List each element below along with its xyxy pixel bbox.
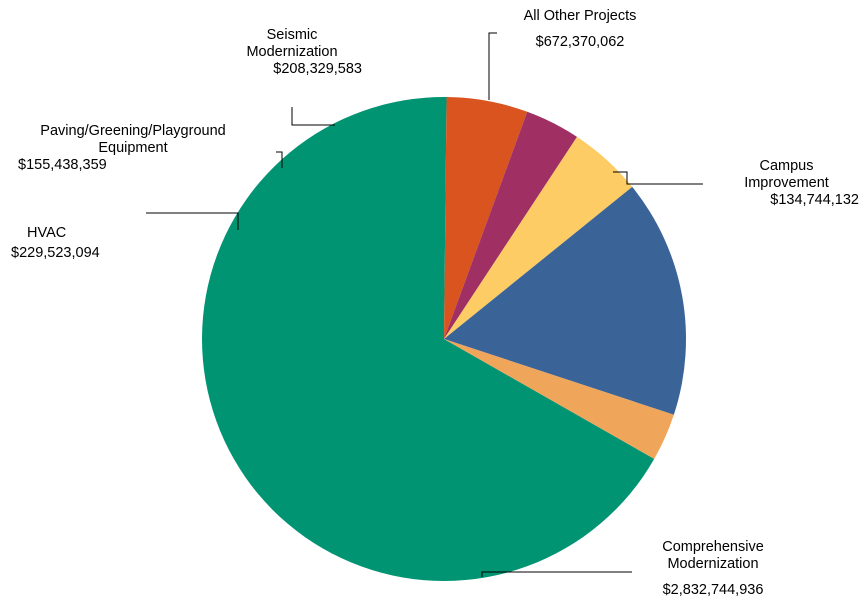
pie-slice-5 <box>444 339 674 459</box>
slice-value: $229,523,094 <box>11 245 100 261</box>
slice-name-line-1: All Other Projects <box>523 8 637 24</box>
pie-slice-2 <box>444 111 578 340</box>
pie-slice-4 <box>444 186 687 415</box>
slice-label-comprehensive: Comprehensive Modernization $2,832,744,9… <box>638 539 788 599</box>
leader-line-comprehensive <box>481 571 632 577</box>
slice-name-line-1: HVAC <box>27 225 67 241</box>
slice-value: $672,370,062 <box>535 34 625 50</box>
slice-name-line-1: Campus <box>759 158 814 174</box>
slice-label-hvac: HVAC $229,523,094 <box>11 225 151 262</box>
slice-name-line-2: Modernization <box>246 44 338 60</box>
slice-name-line-2: Equipment <box>98 140 168 156</box>
slice-label-seismic: Seismic Modernization $208,329,583 <box>222 27 362 78</box>
leader-line-seismic <box>291 107 335 126</box>
leader-lines <box>146 32 703 577</box>
slice-name-line-1: Comprehensive <box>662 539 764 555</box>
slice-name-line-2: Modernization <box>667 556 759 572</box>
leader-line-campus <box>613 171 703 185</box>
pie-slice-3 <box>444 136 633 339</box>
leader-line-paving <box>276 151 283 168</box>
slice-value: $155,438,359 <box>18 157 107 173</box>
slice-value: $2,832,744,936 <box>662 582 764 598</box>
slice-value: $208,329,583 <box>273 61 362 77</box>
slice-label-campus: Campus Improvement $134,744,132 <box>714 158 859 209</box>
pie-slices <box>202 96 687 581</box>
leader-line-allother <box>488 32 497 100</box>
pie-slice-1 <box>444 97 528 339</box>
slice-name-line-1: Paving/Greening/Playground <box>40 123 226 139</box>
slice-value: $134,744,132 <box>770 192 859 208</box>
slice-name-line-2: Improvement <box>744 175 829 191</box>
slice-label-allother: All Other Projects $672,370,062 <box>505 8 655 51</box>
leader-line-hvac <box>146 212 239 230</box>
slice-label-paving: Paving/Greening/Playground Equipment $15… <box>8 123 258 174</box>
pie-slice-0 <box>202 96 655 581</box>
slice-name-line-1: Seismic <box>266 27 318 43</box>
